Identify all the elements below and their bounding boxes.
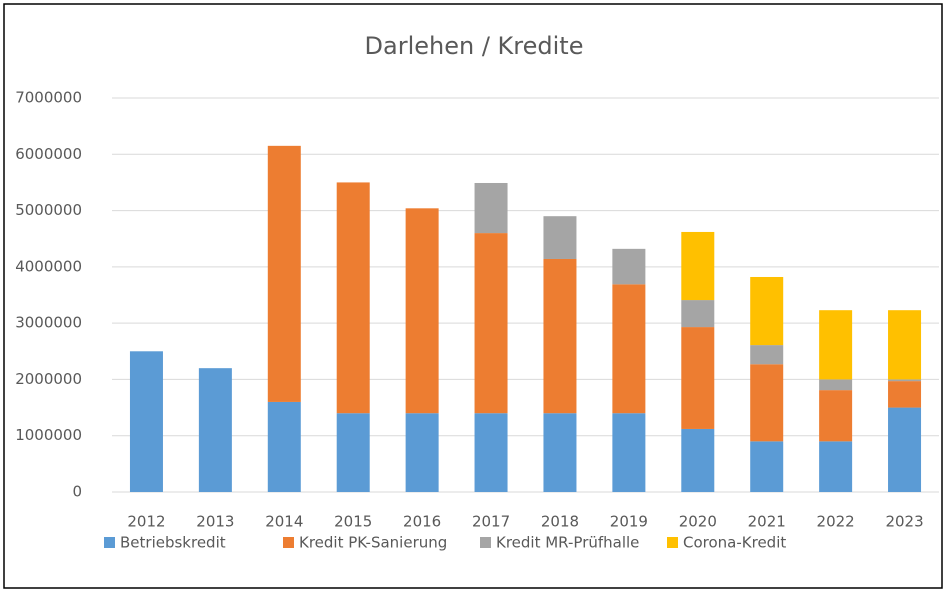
bar-segment [681,327,715,429]
bar-segment [681,428,715,492]
bar-segment [888,379,922,382]
x-tick-label: 2020 [679,513,717,531]
x-tick-label: 2012 [127,513,165,531]
y-tick-label: 3000000 [15,314,82,332]
y-tick-label: 4000000 [15,257,82,275]
bar-segment [819,310,853,380]
bar-segment [543,258,577,414]
bar-segment [819,379,853,391]
bar-segment [474,233,508,414]
bar-segment [750,441,784,492]
bar-segment [888,407,922,492]
x-tick-label: 2022 [817,513,855,531]
x-tick-label: 2013 [196,513,234,531]
x-tick-label: 2023 [885,513,923,531]
bar-segment [819,390,853,442]
bar-segment [405,208,439,414]
legend-label: Corona-Kredit [683,534,786,552]
bar-segment [888,310,922,380]
legend-swatch [667,537,678,548]
bar-segment [612,284,646,414]
bar-segment [198,368,232,492]
bar-segment [681,300,715,328]
bar-segment [474,182,508,234]
bar-segment [681,231,715,301]
y-tick-label: 7000000 [15,89,82,107]
bar-segment [750,276,784,346]
x-tick-label: 2016 [403,513,441,531]
bar-segment [888,381,922,408]
y-tick-label: 2000000 [15,370,82,388]
y-tick-label: 1000000 [15,426,82,444]
legend-swatch [104,537,115,548]
chart-border [3,3,943,589]
x-tick-label: 2021 [748,513,786,531]
bar-segment [750,345,784,365]
y-tick-label: 5000000 [15,201,82,219]
bar-segment [336,413,370,492]
chart-title: Darlehen / Kredite [365,32,584,60]
x-tick-label: 2014 [265,513,303,531]
legend-swatch [283,537,294,548]
x-tick-label: 2018 [541,513,579,531]
legend-label: Kredit PK-Sanierung [299,534,447,552]
bar-segment [405,413,439,492]
bar-segment [612,413,646,492]
x-tick-label: 2017 [472,513,510,531]
y-tick-label: 0 [72,483,82,501]
bar-segment [543,413,577,492]
bar-segment [750,364,784,442]
y-tick-label: 6000000 [15,145,82,163]
legend-swatch [480,537,491,548]
bar-segment [336,182,370,414]
legend-label: Betriebskredit [120,534,226,552]
legend-label: Kredit MR-Prüfhalle [496,534,639,552]
bar-segment [819,441,853,492]
bar-segment [129,351,163,492]
bar-segment [267,401,301,492]
x-tick-label: 2019 [610,513,648,531]
x-tick-label: 2015 [334,513,372,531]
bar-segment [543,216,577,259]
bar-segment [474,413,508,492]
bar-segment [612,248,646,285]
bar-segment [267,145,301,402]
